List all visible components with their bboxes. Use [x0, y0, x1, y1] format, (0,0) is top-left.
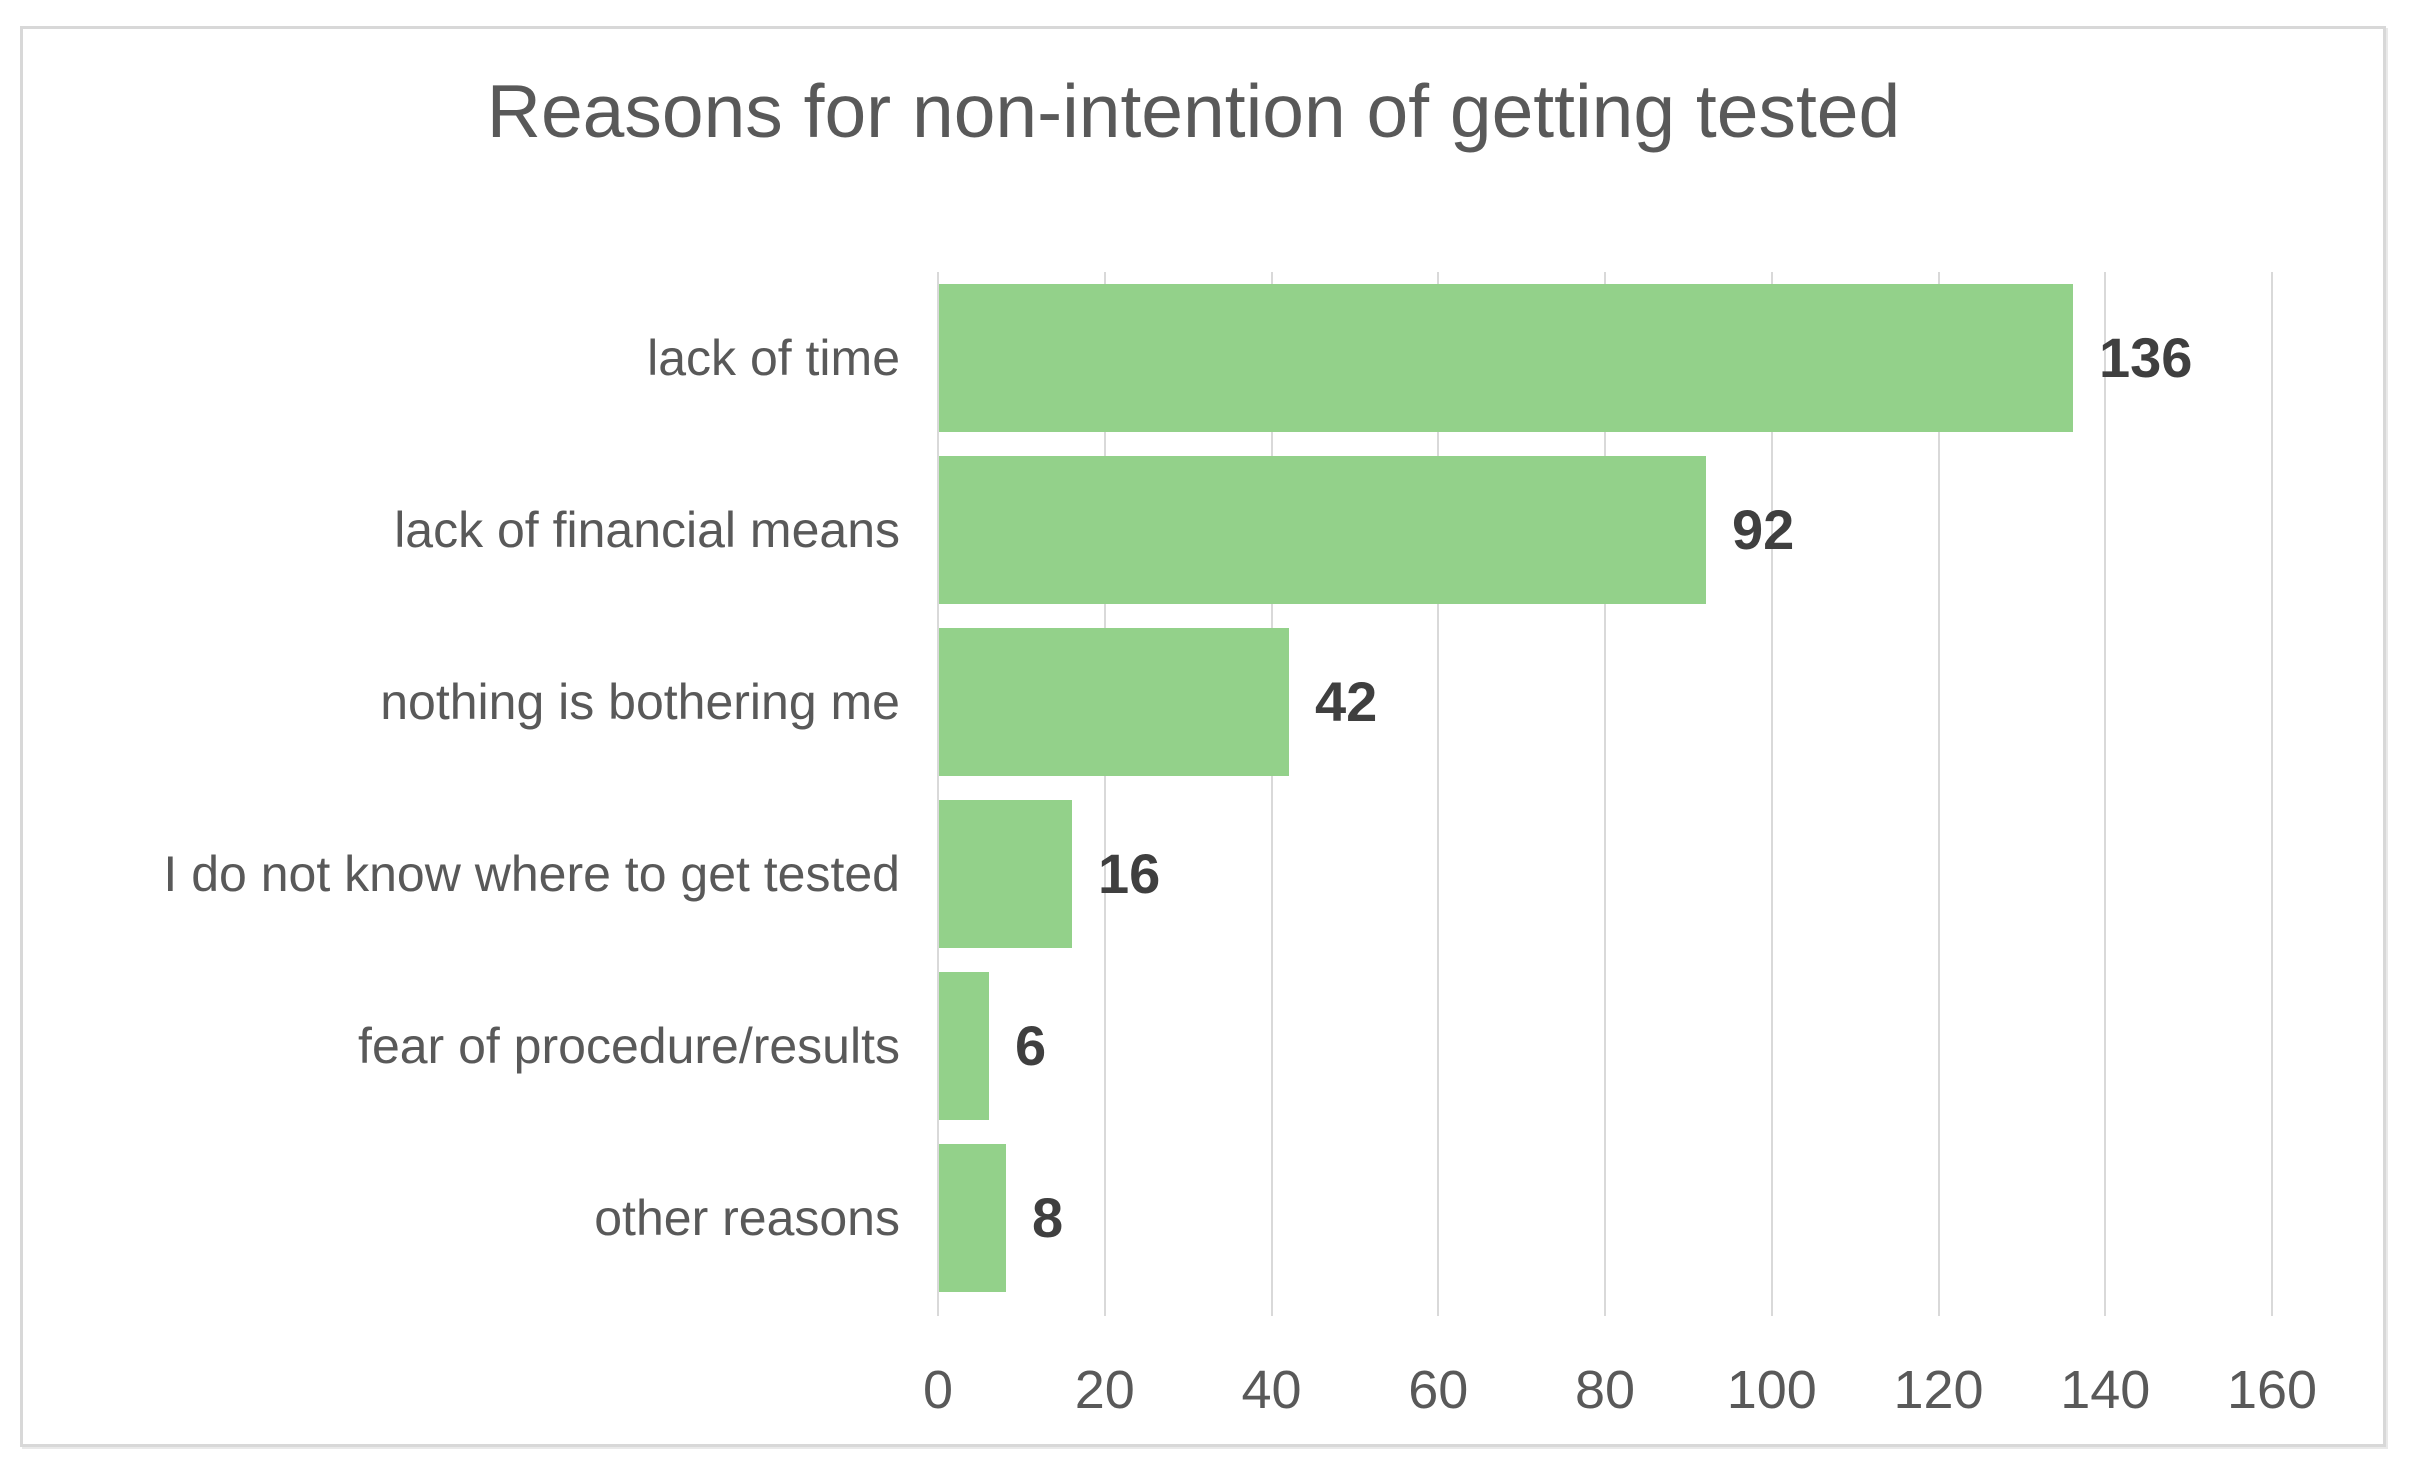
axis-tick-mark: [1604, 1304, 1606, 1316]
gridline: [1937, 272, 1940, 1304]
axis-tick-mark: [937, 1304, 939, 1316]
x-tick-label: 60: [1408, 1360, 1469, 1420]
gridline: [1103, 272, 1106, 1304]
axis-tick-mark: [1937, 1304, 1940, 1316]
axis-tick-mark: [2271, 1304, 2273, 1316]
data-label: 6: [1015, 1014, 1047, 1077]
data-label: 136: [2099, 326, 2193, 389]
category-label: lack of time: [647, 330, 900, 386]
category-label: other reasons: [594, 1190, 900, 1246]
bar: [939, 628, 1289, 776]
bar: [939, 284, 2073, 432]
x-tick-label: 140: [2060, 1360, 2151, 1420]
data-label: 42: [1315, 670, 1378, 733]
data-label: 92: [1732, 498, 1795, 561]
data-label: 16: [1098, 842, 1161, 905]
x-tick-label: 0: [922, 1360, 954, 1420]
gridline: [1604, 272, 1606, 1304]
gridline: [2104, 272, 2107, 1304]
gridline: [1270, 272, 1273, 1304]
axis-tick-mark: [2104, 1304, 2107, 1316]
gridline: [937, 272, 939, 1304]
gridline: [1770, 272, 1773, 1304]
category-label: nothing is bothering me: [380, 674, 900, 730]
gridline: [1437, 272, 1440, 1304]
category-label: fear of procedure/results: [358, 1018, 900, 1074]
axis-tick-mark: [1103, 1304, 1106, 1316]
x-tick-label: 120: [1893, 1360, 1984, 1420]
data-label: 8: [1032, 1186, 1064, 1249]
bar: [939, 972, 989, 1120]
bar: [939, 800, 1072, 948]
chart-title: Reasons for non-intention of getting tes…: [486, 69, 1901, 153]
x-tick-label: 20: [1074, 1360, 1135, 1420]
x-tick-label: 40: [1241, 1360, 1302, 1420]
gridline: [2271, 272, 2273, 1304]
category-label: I do not know where to get tested: [163, 846, 900, 902]
category-label: lack of financial means: [394, 502, 900, 558]
x-tick-label: 80: [1574, 1360, 1636, 1420]
x-tick-label: 160: [2226, 1360, 2318, 1420]
x-tick-label: 100: [1726, 1360, 1817, 1420]
bar: [939, 1144, 1006, 1292]
bar: [939, 456, 1706, 604]
axis-tick-mark: [1437, 1304, 1440, 1316]
axis-tick-mark: [1770, 1304, 1773, 1316]
axis-tick-mark: [1270, 1304, 1273, 1316]
